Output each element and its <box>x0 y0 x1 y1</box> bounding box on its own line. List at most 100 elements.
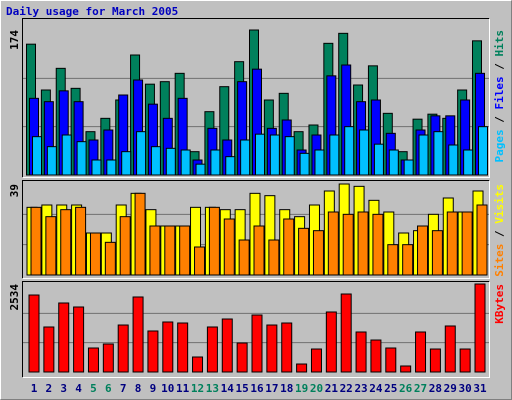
bar <box>478 126 488 176</box>
panel-bevel <box>22 18 490 178</box>
x-tick-label: 13 <box>206 382 219 395</box>
legend-entry: Files <box>493 76 506 109</box>
bar <box>91 159 102 176</box>
panel-bevel <box>22 180 490 279</box>
bar <box>87 347 99 373</box>
bar <box>147 330 159 373</box>
x-tick-label: 17 <box>265 382 278 395</box>
x-tick-label: 11 <box>176 382 190 395</box>
bar <box>102 343 114 373</box>
x-tick-label: 28 <box>429 382 442 395</box>
bar <box>281 322 293 373</box>
bar <box>402 244 414 276</box>
bar <box>236 342 248 373</box>
bar <box>225 156 236 176</box>
bar <box>433 131 444 176</box>
legend: Pages / Files / Hits <box>493 30 506 163</box>
bar <box>357 211 369 276</box>
x-tick-label: 2 <box>46 382 53 395</box>
bar <box>164 225 176 276</box>
x-tick-label: 23 <box>354 382 367 395</box>
legend: KBytes <box>493 284 506 324</box>
bar <box>255 133 265 176</box>
x-tick-label: 25 <box>384 382 397 395</box>
bar <box>268 239 280 276</box>
x-tick-label: 6 <box>105 382 112 395</box>
bar <box>75 206 87 276</box>
legend-entry: Visits <box>493 184 506 224</box>
bar <box>253 225 265 276</box>
bar <box>89 232 101 276</box>
x-tick-label: 29 <box>444 382 457 395</box>
bar <box>373 143 384 176</box>
bar <box>429 348 441 373</box>
legend-entry: Hits <box>493 30 506 57</box>
x-tick-label: 16 <box>250 382 264 395</box>
legend: Sites / Visits <box>493 184 506 277</box>
x-tick-label: 5 <box>90 382 97 395</box>
bar <box>415 331 427 373</box>
legend-separator: / <box>493 224 506 244</box>
bar <box>32 136 42 176</box>
bar <box>210 149 221 176</box>
bar <box>266 324 278 373</box>
panel-bevel <box>22 180 490 279</box>
bar <box>298 227 310 276</box>
legend-entry: Sites <box>493 244 506 277</box>
x-tick-label: 15 <box>236 382 249 395</box>
bar <box>417 225 429 276</box>
bar <box>370 339 382 373</box>
x-tick-label: 31 <box>473 382 487 395</box>
legend-separator: / <box>493 57 506 77</box>
bar <box>73 306 85 373</box>
bar <box>177 322 189 373</box>
y-tick-label: 2534 <box>8 284 21 311</box>
x-tick-label: 18 <box>280 382 293 395</box>
bar <box>162 321 174 373</box>
legend-entry: Pages <box>493 129 506 162</box>
x-tick-label: 27 <box>414 382 427 395</box>
panel-bevel <box>22 281 490 378</box>
bar <box>221 318 233 373</box>
bar <box>444 325 456 373</box>
bar <box>76 141 87 176</box>
x-tick-label: 8 <box>135 382 142 395</box>
x-tick-label: 10 <box>161 382 174 395</box>
bar <box>388 149 399 176</box>
bar <box>132 296 144 373</box>
bar <box>60 209 72 276</box>
bar <box>431 230 443 276</box>
x-tick-label: 1 <box>31 382 38 395</box>
bar <box>223 218 235 276</box>
bar <box>43 326 55 373</box>
x-tick-label: 30 <box>459 382 472 395</box>
bar <box>400 365 412 373</box>
x-tick-label: 12 <box>191 382 204 395</box>
bar <box>327 211 339 276</box>
panel-bevel <box>22 281 490 378</box>
bar <box>418 134 429 176</box>
y-tick-label: 39 <box>8 184 21 197</box>
bar <box>150 146 161 176</box>
bar <box>403 159 414 176</box>
x-tick-label: 22 <box>340 382 353 395</box>
bar <box>359 129 370 176</box>
x-tick-label: 21 <box>325 382 339 395</box>
bar <box>240 139 251 176</box>
bar <box>195 163 206 176</box>
bar <box>58 302 70 373</box>
bar <box>299 152 310 176</box>
bar <box>192 356 204 373</box>
bar <box>45 216 57 276</box>
bar <box>106 159 117 176</box>
bar <box>121 151 132 176</box>
bar <box>194 246 206 276</box>
bar <box>284 136 295 176</box>
bar <box>117 324 129 373</box>
bar <box>28 294 40 373</box>
bar <box>104 241 116 276</box>
x-tick-label: 19 <box>295 382 308 395</box>
bar <box>134 192 146 276</box>
